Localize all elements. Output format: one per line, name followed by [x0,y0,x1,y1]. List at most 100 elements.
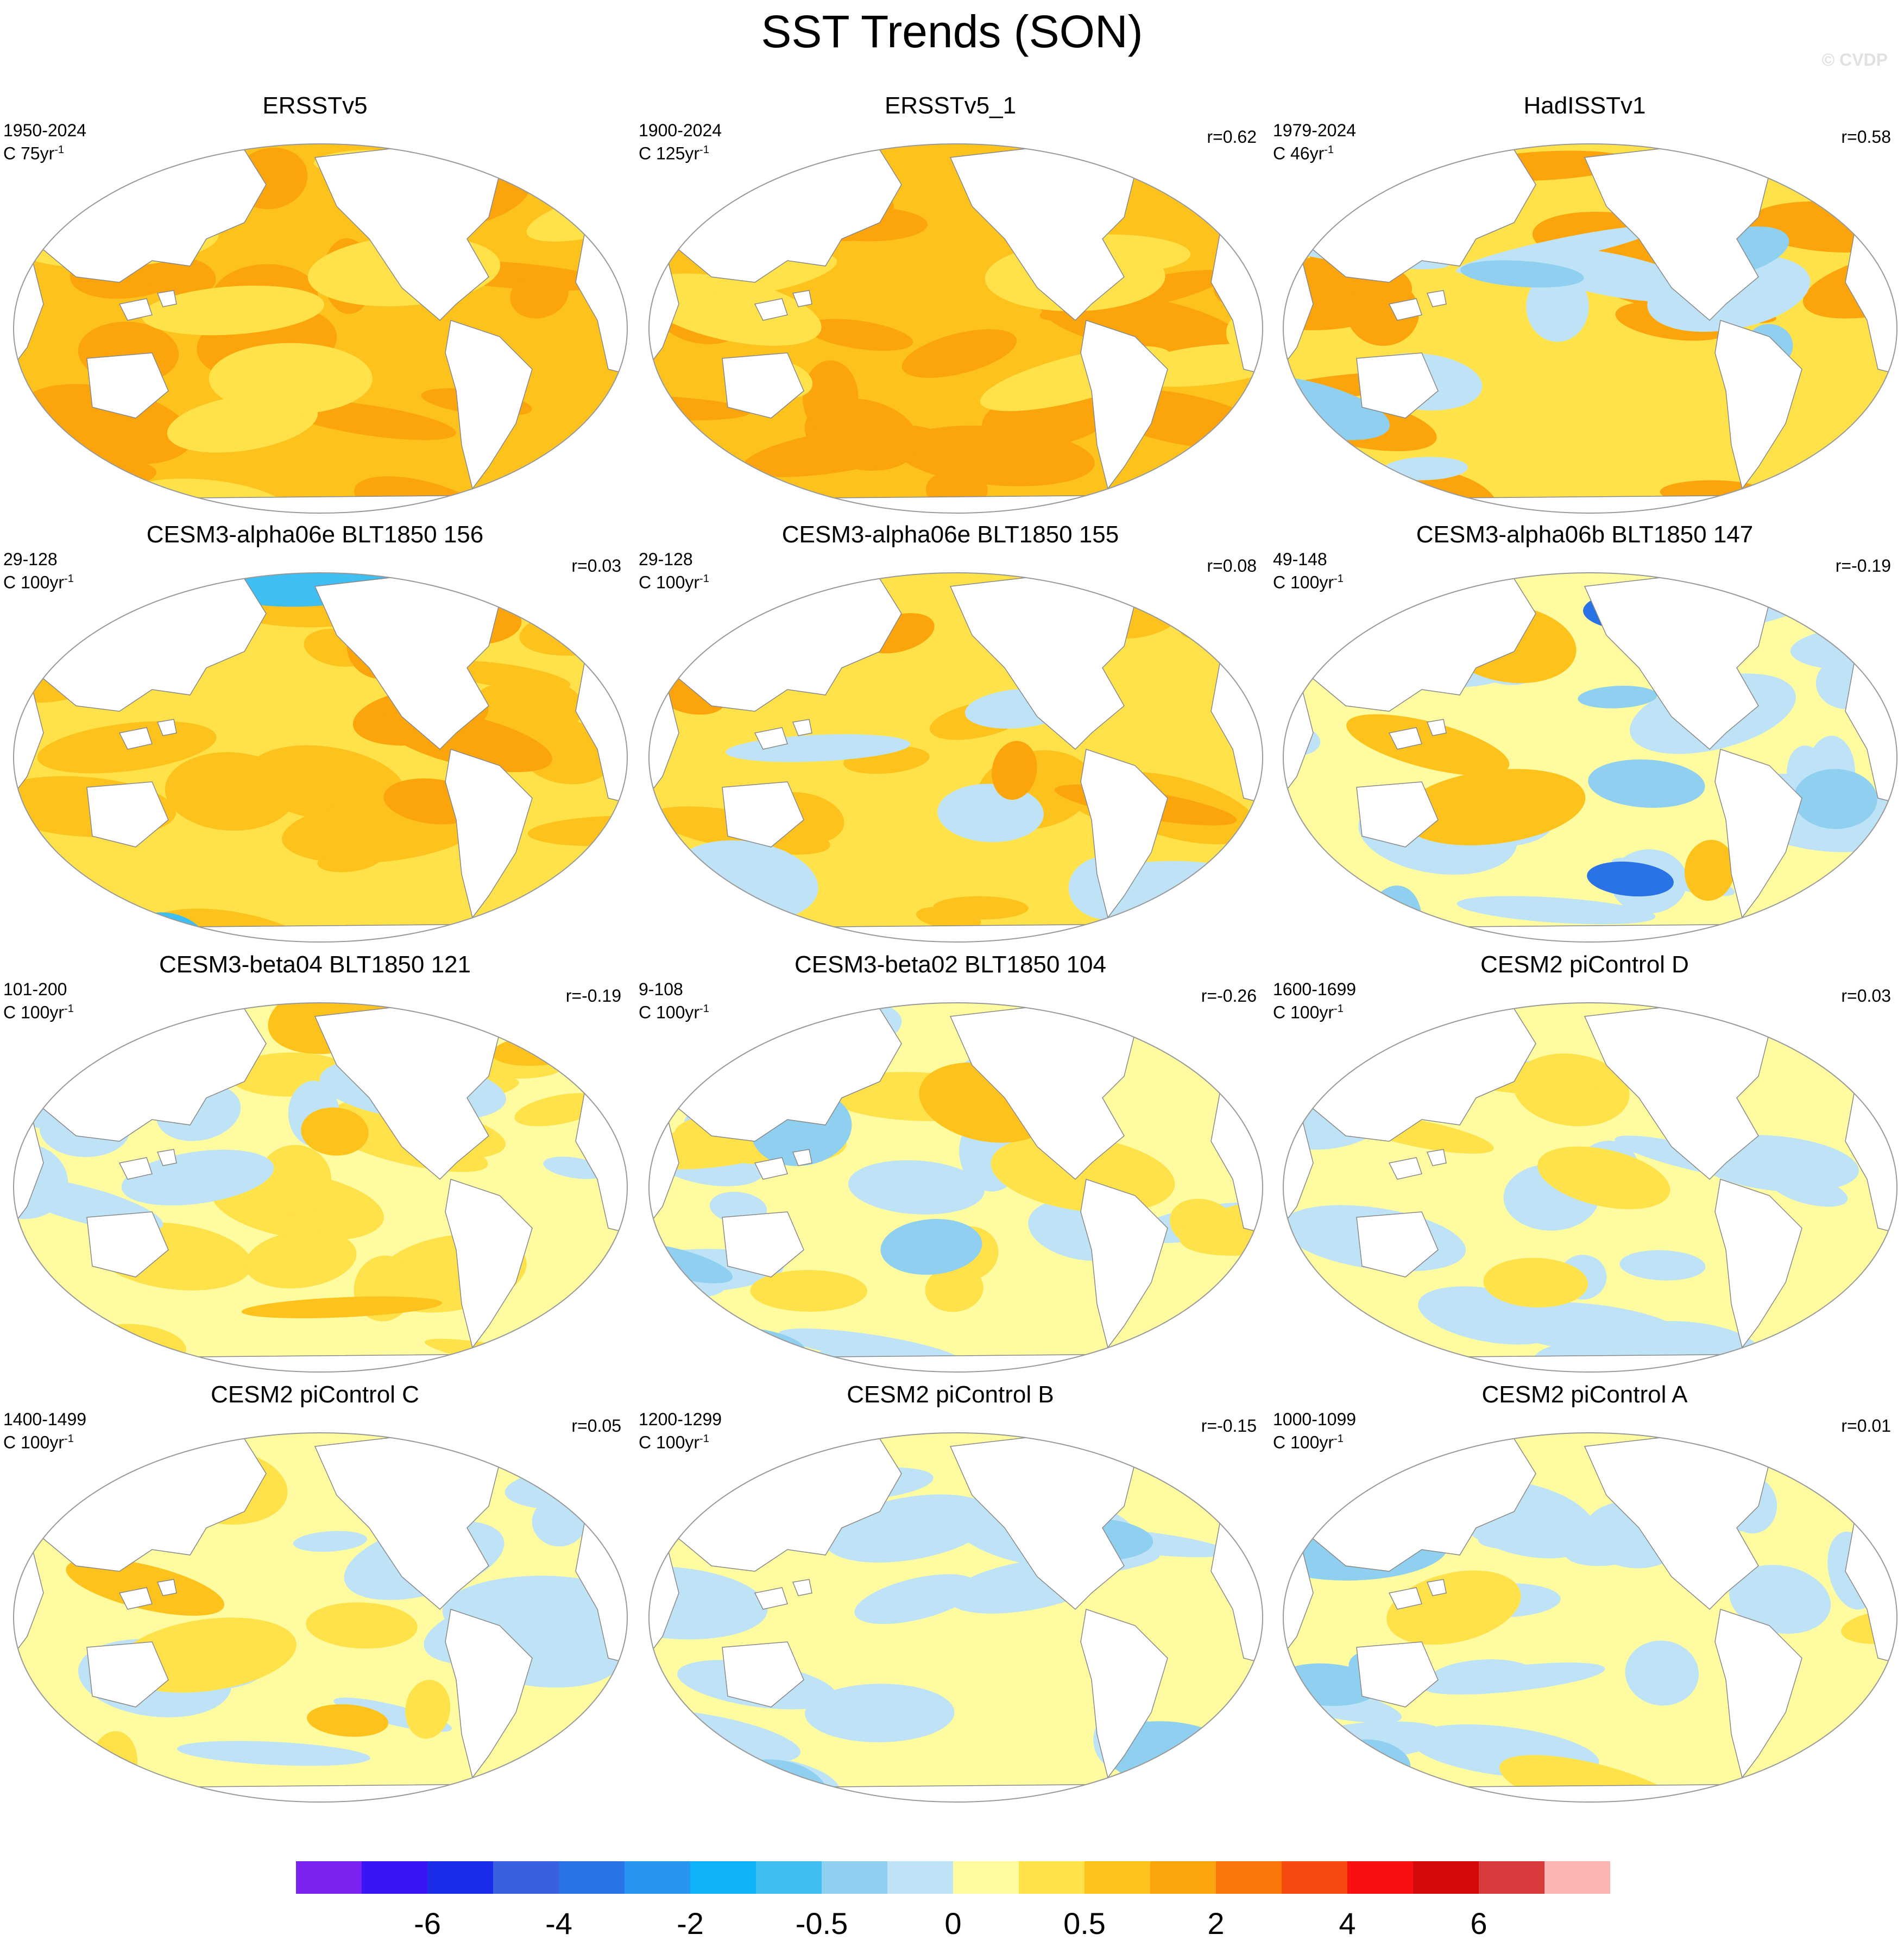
colorbar-swatch [1150,1861,1216,1894]
anomaly-blob [750,1270,868,1312]
anomaly-blob [306,1602,418,1649]
cvdp-watermark: © CVDP [1821,50,1888,69]
panel-units: C 100yr-1 [639,572,709,592]
colorbar-tick-label: 2 [1207,1906,1225,1940]
map-outline [1283,1432,1897,1803]
anomaly-blob [1587,861,1674,897]
anomaly-blob [1428,1659,1534,1695]
colorbar-tick-label: 6 [1470,1906,1487,1940]
map-outline [13,572,628,943]
panel-units: C 100yr-1 [1273,1002,1344,1022]
map-panel: CESM2 piControl A 1000-1099 C 100yr-1 r=0.0… [1270,1381,1900,1805]
anomaly-blob [301,1107,369,1156]
anomaly-blob [1725,570,1782,571]
colorbar-tick-label: -0.5 [795,1906,848,1940]
panel-correlation: r=0.03 [1841,986,1891,1006]
anomaly-blob [1386,1570,1521,1645]
land-mass [499,1003,554,1044]
panel-title: CESM3-beta02 BLT1850 104 [795,951,1106,978]
colorbar-tick-label: -2 [677,1906,704,1940]
anomaly-blob [509,1003,578,1017]
anomaly-blob [79,424,136,454]
colorbar [296,1861,1610,1894]
panel-title: HadISSTv1 [1523,92,1646,119]
land-mass [792,1579,812,1596]
panel-years: 1950-2024 [3,121,87,140]
anomaly-blob [405,1679,451,1739]
anomaly-blob [1383,457,1468,481]
land-mass [1426,719,1447,736]
panel-units: C 100yr-1 [639,1002,709,1022]
land-mass [1134,573,1190,614]
colorbar-swatch [1413,1861,1479,1894]
colorbar-tick-label: -4 [545,1906,572,1940]
panel-units: C 100yr-1 [3,1432,74,1452]
colorbar-swatch [1282,1861,1348,1894]
map-outline [13,1002,628,1373]
colorbar-swatch [690,1861,756,1894]
map-panel: ERSSTv5 1950-2024 C 75yr-1 [0,92,630,516]
panel-title: ERSSTv5_1 [884,92,1017,119]
anomaly-blob [1793,769,1877,829]
anomaly-blob [209,343,373,414]
map-outline [1283,1002,1897,1373]
map-panel: CESM2 piControl D 1600-1699 C 100yr-1 r=0.0… [1270,951,1900,1375]
panel-correlation: r=0.58 [1841,127,1891,147]
anomaly-blob [141,286,325,336]
anomaly-blob [880,1219,982,1275]
anomaly-blob [1400,769,1586,845]
land-mass [722,1641,804,1708]
land-mass [445,749,533,919]
colorbar-swatch [1347,1861,1414,1894]
anomaly-blob [1186,1433,1263,1466]
colorbar-tick-label: 0.5 [1063,1906,1106,1940]
land-mass [792,290,812,307]
land-mass [754,298,788,321]
land-mass [1388,727,1422,750]
land-mass [118,1157,153,1180]
anomaly-blob [307,1704,389,1737]
panel-units: C 100yr-1 [3,572,74,592]
land-mass [1768,573,1824,614]
land-mass [86,1641,169,1708]
land-mass [1426,1579,1447,1596]
map-panel: CESM2 piControl C 1400-1499 C 100yr-1 r=0.0… [0,1381,630,1805]
colorbar-swatch [1216,1861,1282,1894]
land-mass [1134,1003,1190,1044]
panel-correlation: r=0.08 [1207,556,1257,576]
anomaly-blob [1537,1146,1670,1210]
anomaly-blob [805,1684,955,1742]
anomaly-blob [437,660,571,691]
colorbar-swatch [1085,1861,1151,1894]
colorbar-swatch [756,1861,822,1894]
land-mass [1388,1157,1422,1180]
land-mass [1768,1433,1824,1474]
land-mass [1714,749,1802,919]
sst-map [1283,143,1897,514]
land-mass [792,719,812,736]
anomaly-blob [66,1558,225,1616]
panel-years: 49-148 [1273,549,1327,569]
sst-map [13,143,628,514]
anomaly-blob [1729,1565,1831,1634]
anomaly-blob [1460,260,1584,288]
colorbar-tick-label: -6 [414,1906,441,1940]
sst-map [648,1432,1263,1803]
anomaly-blob [241,1296,443,1318]
land-mass [156,290,177,307]
land-mass [1768,144,1824,185]
panel-title: CESM3-alpha06e BLT1850 156 [146,521,484,548]
anomaly-blob [805,319,913,351]
panel-correlation: r=-0.26 [1201,986,1257,1006]
anomaly-blob [1588,759,1705,808]
panel-title: CESM2 piControl A [1481,1381,1688,1408]
figure-title: SST Trends (SON) [761,6,1143,57]
panel-correlation: r=0.03 [571,556,621,576]
anomaly-blob [1684,839,1735,901]
colorbar-tick-label: 4 [1339,1906,1356,1940]
map-panel: CESM3-alpha06b BLT1850 147 49-148 C 100yr-… [1270,521,1900,945]
land-mass [1768,1003,1824,1044]
colorbar-tick-label: 0 [944,1906,962,1940]
land-mass [722,1211,804,1278]
sst-map [648,143,1263,514]
